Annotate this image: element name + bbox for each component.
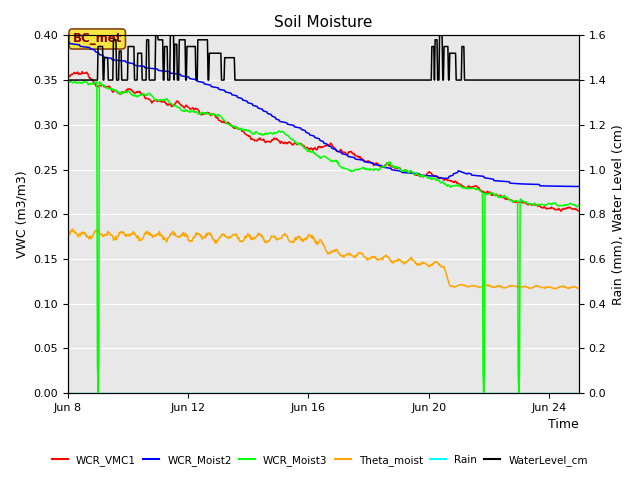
Legend: WCR_VMC1, WCR_Moist2, WCR_Moist3, Theta_moist, Rain, WaterLevel_cm: WCR_VMC1, WCR_Moist2, WCR_Moist3, Theta_… (48, 451, 592, 470)
Y-axis label: Rain (mm), Water Level (cm): Rain (mm), Water Level (cm) (612, 124, 625, 305)
X-axis label: Time: Time (548, 419, 579, 432)
Y-axis label: VWC (m3/m3): VWC (m3/m3) (15, 170, 28, 258)
Title: Soil Moisture: Soil Moisture (275, 15, 372, 30)
Text: BC_met: BC_met (72, 33, 122, 46)
